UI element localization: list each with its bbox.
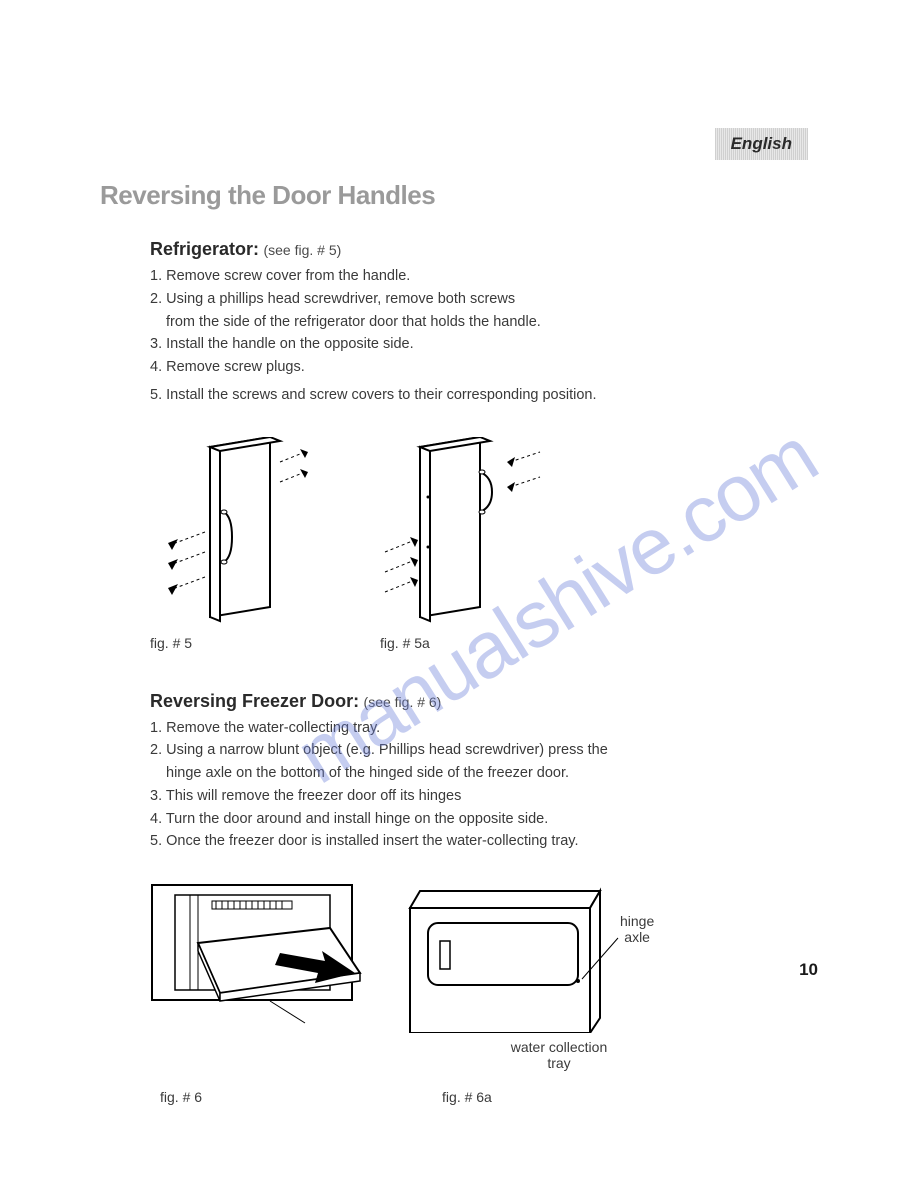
section1-steps: 1. Remove screw cover from the handle. 2… [150,266,818,407]
section2-seefig: (see fig. # 6) [364,694,442,710]
step: 3. This will remove the freezer door off… [150,786,818,808]
page-title: Reversing the Door Handles [100,180,818,211]
step: 5. Once the freezer door is installed in… [150,831,818,853]
annot-text: tray [300,1055,818,1071]
hinge-annotation: hinge axle [620,913,654,945]
step: 5. Install the screws and screw covers t… [150,385,818,407]
annot-text: hinge [620,913,654,929]
step: 2. Using a narrow blunt object (e.g. Phi… [150,740,818,762]
page-number: 10 [799,960,818,980]
section1-title: Refrigerator: [150,239,259,259]
tray-diagram-icon [150,883,380,1033]
step: 3. Install the handle on the opposite si… [150,334,818,356]
figure-6 [150,883,380,1033]
figure-6a: hinge axle [400,883,680,1033]
annot-text: axle [620,929,654,945]
section2-title: Reversing Freezer Door: [150,691,359,711]
figure-5a: fig. # 5a [380,437,580,651]
document-page: English Reversing the Door Handles Refri… [0,0,918,1145]
figure-caption: fig. # 5 [150,635,320,651]
tray-annotation: water collection tray [300,1039,818,1071]
figure-captions-row-6: fig. # 6 fig. # 6a [150,1081,818,1105]
section2-steps: 1. Remove the water-collecting tray. 2. … [150,718,818,854]
step: 4. Remove screw plugs. [150,357,818,379]
annot-text: water collection [300,1039,818,1055]
figure-caption: fig. # 6 [160,1089,202,1105]
figure-row-5: fig. # 5 [150,437,818,651]
section1-seefig: (see fig. # 5) [263,242,341,258]
section-freezer: Reversing Freezer Door: (see fig. # 6) 1… [150,691,818,854]
step: 1. Remove screw cover from the handle. [150,266,818,288]
freezer-diagram-icon [400,883,680,1033]
figure-caption: fig. # 5a [380,635,580,651]
step-continuation: hinge axle on the bottom of the hinged s… [150,763,818,785]
step: 2. Using a phillips head screwdriver, re… [150,289,818,311]
language-badge: English [715,128,808,160]
section-refrigerator: Refrigerator: (see fig. # 5) 1. Remove s… [150,239,818,407]
door-diagram-icon [380,437,580,627]
figure-5: fig. # 5 [150,437,320,651]
door-diagram-icon [150,437,320,627]
step: 1. Remove the water-collecting tray. [150,718,818,740]
figure-caption: fig. # 6a [442,1089,492,1105]
step-continuation: from the side of the refrigerator door t… [150,312,818,334]
figure-row-6: hinge axle [150,883,818,1033]
step: 4. Turn the door around and install hing… [150,809,818,831]
